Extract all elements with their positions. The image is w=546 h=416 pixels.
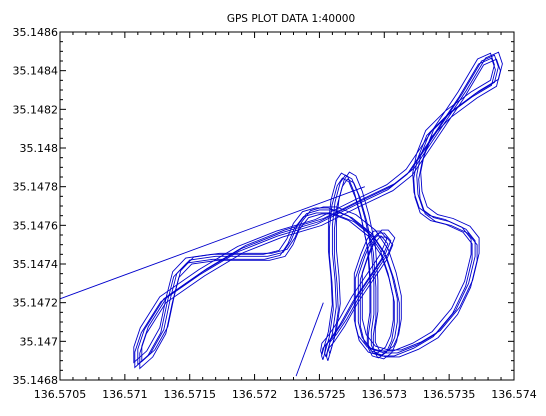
y-tick-label: 35.1474	[13, 258, 59, 271]
x-tick-label: 136.572	[232, 388, 278, 401]
gps-connector-line-1	[59, 186, 365, 300]
gps-track-lap-4	[139, 58, 501, 370]
y-tick-label: 35.148	[20, 142, 59, 155]
x-tick-label: 136.5735	[423, 388, 476, 401]
y-tick-label: 35.1468	[13, 374, 59, 387]
x-tick-label: 136.573	[362, 388, 408, 401]
y-tick-label: 35.1486	[13, 26, 59, 39]
x-tick-label: 136.571	[102, 388, 148, 401]
gps-connector-line-2	[295, 302, 324, 377]
gps-track-lap-1	[137, 54, 499, 366]
axes-frame	[59, 31, 515, 381]
gps-track-lap-2	[141, 51, 503, 363]
x-tick-label: 136.5725	[293, 388, 346, 401]
y-tick-label: 35.1482	[13, 103, 59, 116]
x-tick-label: 136.5705	[34, 388, 87, 401]
axis-ticks: 136.5705 136.571 136.5715 136.572 136.5725 13…	[13, 26, 537, 401]
y-tick-label: 35.1472	[13, 297, 59, 310]
y-tick-label: 35.1476	[13, 219, 59, 232]
series-layer	[59, 51, 503, 377]
y-tick-label: 35.1484	[13, 65, 59, 78]
y-tick-label: 35.1478	[13, 181, 59, 194]
gps-track-lap-5	[133, 52, 495, 364]
x-tick-label: 136.574	[491, 388, 537, 401]
y-tick-label: 35.147	[20, 335, 59, 348]
x-tick-label: 136.5715	[163, 388, 216, 401]
chart-title: GPS PLOT DATA 1:40000	[227, 13, 355, 25]
